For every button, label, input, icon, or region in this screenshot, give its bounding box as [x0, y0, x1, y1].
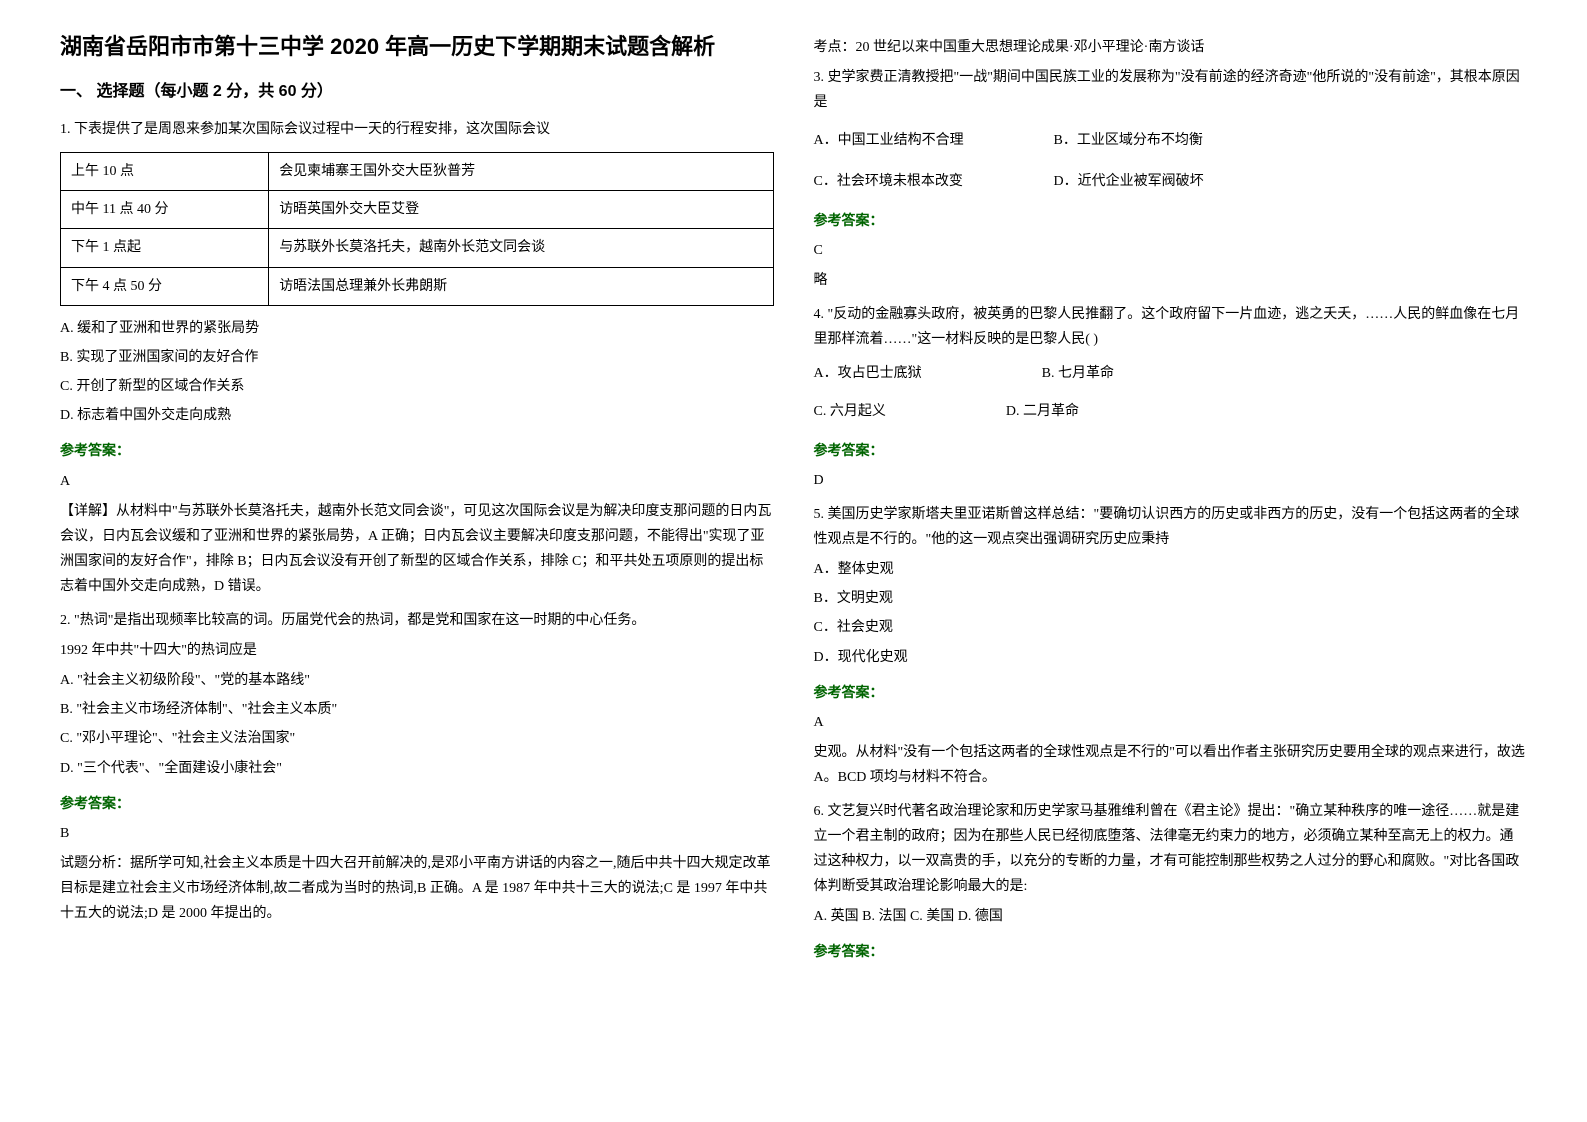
- answer-label: 参考答案：: [60, 438, 774, 463]
- question-2: 2. "热词"是指出现频率比较高的词。历届党代会的热词，都是党和国家在这一时期的…: [60, 608, 774, 927]
- option-a: A. 缓和了亚洲和世界的紧张局势: [60, 316, 774, 341]
- option-a: A．攻占巴士底狱: [814, 361, 922, 386]
- topic-note: 考点：20 世纪以来中国重大思想理论成果·邓小平理论·南方谈话: [814, 35, 1528, 60]
- option-c: C．社会史观: [814, 615, 1528, 640]
- option-c: C．社会环境未根本改变: [814, 169, 1014, 194]
- table-cell: 访晤英国外交大臣艾登: [269, 191, 773, 229]
- table-row: 中午 11 点 40 分 访晤英国外交大臣艾登: [61, 191, 774, 229]
- explanation: 试题分析：据所学可知,社会主义本质是十四大召开前解决的,是邓小平南方讲话的内容之…: [60, 851, 774, 927]
- option-a: A．中国工业结构不合理: [814, 128, 1014, 153]
- table-cell: 中午 11 点 40 分: [61, 191, 269, 229]
- table-cell: 访晤法国总理兼外长弗朗斯: [269, 267, 773, 305]
- table-cell: 会见柬埔寨王国外交大臣狄普芳: [269, 152, 773, 190]
- answer-label: 参考答案：: [60, 791, 774, 816]
- options-row: A．中国工业结构不合理 B．工业区域分布不均衡: [814, 124, 1528, 157]
- question-text: 5. 美国历史学家斯塔夫里亚诺斯曾这样总结："要确切认识西方的历史或非西方的历史…: [814, 502, 1528, 552]
- answer-label: 参考答案：: [814, 680, 1528, 705]
- option-d: D. "三个代表"、"全面建设小康社会": [60, 756, 774, 781]
- question-text: 4. "反动的金融寡头政府，被英勇的巴黎人民推翻了。这个政府留下一片血迹，逃之夭…: [814, 302, 1528, 352]
- option-d: D. 标志着中国外交走向成熟: [60, 403, 774, 428]
- right-column: 考点：20 世纪以来中国重大思想理论成果·邓小平理论·南方谈话 3. 史学家费正…: [794, 30, 1548, 1092]
- question-text: 1. 下表提供了是周恩来参加某次国际会议过程中一天的行程安排，这次国际会议: [60, 117, 774, 142]
- option-c: C. 六月起义: [814, 399, 886, 424]
- options-row: C. 六月起义 D. 二月革命: [814, 395, 1528, 428]
- table-row: 上午 10 点 会见柬埔寨王国外交大臣狄普芳: [61, 152, 774, 190]
- question-1: 1. 下表提供了是周恩来参加某次国际会议过程中一天的行程安排，这次国际会议 上午…: [60, 117, 774, 600]
- table-cell: 与苏联外长莫洛托夫，越南外长范文同会谈: [269, 229, 773, 267]
- option-c: C. "邓小平理论"、"社会主义法治国家": [60, 726, 774, 751]
- options-line: A. 英国 B. 法国 C. 美国 D. 德国: [814, 904, 1528, 929]
- question-5: 5. 美国历史学家斯塔夫里亚诺斯曾这样总结："要确切认识西方的历史或非西方的历史…: [814, 502, 1528, 791]
- table-cell: 上午 10 点: [61, 152, 269, 190]
- left-column: 湖南省岳阳市市第十三中学 2020 年高一历史下学期期末试题含解析 一、 选择题…: [40, 30, 794, 1092]
- table-row: 下午 1 点起 与苏联外长莫洛托夫，越南外长范文同会谈: [61, 229, 774, 267]
- answer-value: B: [60, 821, 774, 846]
- option-b: B．工业区域分布不均衡: [1054, 128, 1254, 153]
- option-b: B．文明史观: [814, 586, 1528, 611]
- question-text: 2. "热词"是指出现频率比较高的词。历届党代会的热词，都是党和国家在这一时期的…: [60, 608, 774, 633]
- answer-label: 参考答案：: [814, 438, 1528, 463]
- option-c: C. 开创了新型的区域合作关系: [60, 374, 774, 399]
- option-d: D. 二月革命: [1006, 399, 1079, 424]
- option-a: A. "社会主义初级阶段"、"党的基本路线": [60, 668, 774, 693]
- answer-value: D: [814, 468, 1528, 493]
- answer-value: C: [814, 238, 1528, 263]
- option-b: B. "社会主义市场经济体制"、"社会主义本质": [60, 697, 774, 722]
- question-6: 6. 文艺复兴时代著名政治理论家和历史学家马基雅维利曾在《君主论》提出："确立某…: [814, 799, 1528, 965]
- option-b: B. 实现了亚洲国家间的友好合作: [60, 345, 774, 370]
- table-cell: 下午 4 点 50 分: [61, 267, 269, 305]
- extra-note: 略: [814, 268, 1528, 293]
- document-title: 湖南省岳阳市市第十三中学 2020 年高一历史下学期期末试题含解析: [60, 30, 774, 63]
- answer-label: 参考答案：: [814, 939, 1528, 964]
- explanation: 史观。从材料"没有一个包括这两者的全球性观点是不行的"可以看出作者主张研究历史要…: [814, 740, 1528, 790]
- explanation: 【详解】从材料中"与苏联外长莫洛托夫，越南外长范文同会谈"，可见这次国际会议是为…: [60, 499, 774, 600]
- question-text: 3. 史学家费正清教授把"一战"期间中国民族工业的发展称为"没有前途的经济奇迹"…: [814, 65, 1528, 115]
- option-d: D．现代化史观: [814, 645, 1528, 670]
- answer-value: A: [814, 710, 1528, 735]
- option-a: A．整体史观: [814, 557, 1528, 582]
- question-text: 6. 文艺复兴时代著名政治理论家和历史学家马基雅维利曾在《君主论》提出："确立某…: [814, 799, 1528, 900]
- table-cell: 下午 1 点起: [61, 229, 269, 267]
- option-b: B. 七月革命: [1042, 361, 1114, 386]
- question-text: 1992 年中共"十四大"的热词应是: [60, 638, 774, 663]
- option-d: D．近代企业被军阀破坏: [1054, 169, 1254, 194]
- answer-value: A: [60, 469, 774, 494]
- options-row: C．社会环境未根本改变 D．近代企业被军阀破坏: [814, 165, 1528, 198]
- schedule-table: 上午 10 点 会见柬埔寨王国外交大臣狄普芳 中午 11 点 40 分 访晤英国…: [60, 152, 774, 306]
- section-header: 一、 选择题（每小题 2 分，共 60 分）: [60, 78, 774, 107]
- question-3: 3. 史学家费正清教授把"一战"期间中国民族工业的发展称为"没有前途的经济奇迹"…: [814, 65, 1528, 293]
- table-row: 下午 4 点 50 分 访晤法国总理兼外长弗朗斯: [61, 267, 774, 305]
- question-4: 4. "反动的金融寡头政府，被英勇的巴黎人民推翻了。这个政府留下一片血迹，逃之夭…: [814, 302, 1528, 494]
- answer-label: 参考答案：: [814, 208, 1528, 233]
- options-row: A．攻占巴士底狱 B. 七月革命: [814, 357, 1528, 390]
